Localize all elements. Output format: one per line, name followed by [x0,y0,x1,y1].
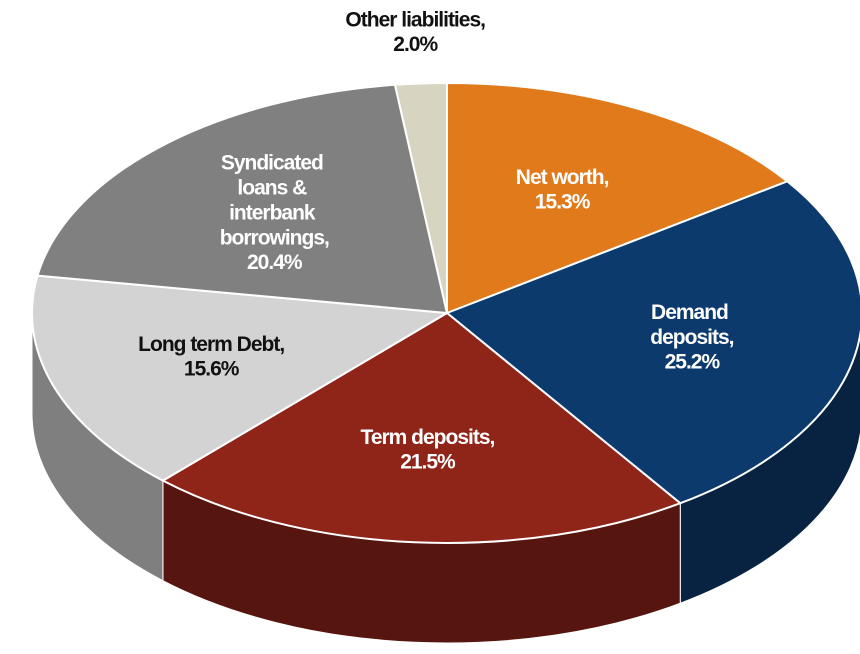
slice-value-label: 15.3% [535,191,591,214]
slice-value-label: 15.6% [184,357,240,380]
pie-slice [446,81,790,315]
pie-slice [393,81,448,314]
pie-slice [160,311,683,545]
pie-slice [445,180,860,505]
slice-value-label: 2.0% [393,33,438,56]
slice-label: Long term Debt, [138,332,284,355]
slice-label: Demand deposits, [650,301,733,349]
pie-slice [31,274,451,482]
slice-value-label: 21.5% [400,451,456,474]
slice-value-label: 20.4% [247,251,303,274]
pie-slice [36,83,449,315]
slice-label: Net worth, [516,166,609,189]
slice-label: Other liabilities, [345,8,485,31]
slice-value-label: 25.2% [665,351,721,374]
slice-label: Syndicated loans & interbank borrowings, [220,151,329,249]
slice-label: Term deposits, [361,426,495,449]
